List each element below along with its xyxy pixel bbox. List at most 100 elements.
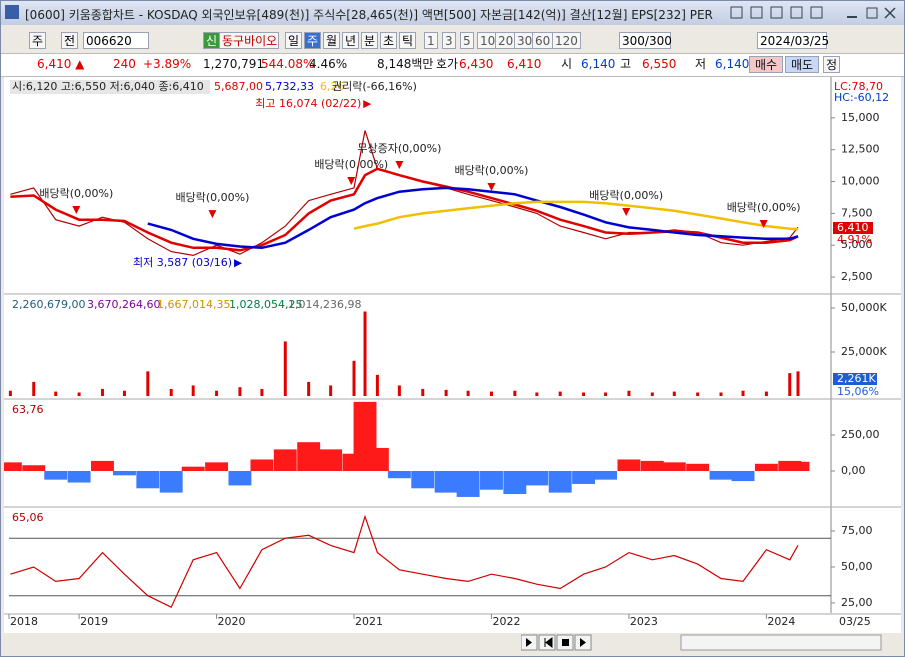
toolbar-item[interactable]: 동구바이오: [219, 32, 279, 49]
x-tick-label: 2021: [355, 615, 383, 628]
bar: [228, 470, 252, 486]
btn-icon[interactable]: [770, 6, 783, 19]
quote-item: +3.89%: [143, 57, 192, 71]
toolbar-item[interactable]: 20: [495, 32, 517, 49]
close[interactable]: [884, 7, 896, 19]
toolbar-item[interactable]: 신: [203, 32, 221, 49]
toolbar-item[interactable]: 60: [532, 32, 554, 49]
bar: [764, 391, 768, 396]
bar: [32, 381, 36, 396]
event-label: 권리락(-66,16%): [332, 80, 417, 93]
current-price: 6,410: [837, 221, 869, 234]
bar: [77, 392, 81, 396]
current-box: [833, 373, 877, 385]
toolbar-item[interactable]: 006620: [83, 32, 149, 49]
toolbar-item[interactable]: 분: [361, 32, 379, 49]
annotation-arrow: [72, 206, 81, 215]
tool-buttons[interactable]: [680, 634, 882, 651]
series-line: [10, 514, 799, 609]
annotation-arrow: [395, 161, 404, 170]
bar: [136, 470, 160, 489]
annotation-arrow: [234, 259, 243, 268]
btn-icon[interactable]: [790, 6, 803, 19]
toolbar-item[interactable]: 월: [323, 32, 341, 49]
panel-header: 63,76: [12, 403, 44, 416]
x-tick-label: 2018: [10, 615, 38, 628]
bar: [365, 447, 389, 471]
toolbar-item[interactable]: 전: [61, 32, 79, 49]
bar: [238, 387, 242, 396]
panel-header: 2,260,679,00: [12, 298, 85, 311]
annotation-arrow: [622, 208, 631, 217]
quote-item: 6,550: [642, 57, 677, 71]
bar: [731, 470, 755, 482]
toolbar-item[interactable]: 초: [380, 32, 398, 49]
series-line: [147, 186, 799, 250]
annotation-arrow: [363, 100, 372, 109]
bar: [672, 391, 676, 396]
bar: [283, 341, 287, 396]
bar: [754, 463, 778, 471]
panel-header: 3,670,264,60: [87, 298, 160, 311]
toolbar-item[interactable]: 주: [29, 32, 47, 49]
btn-icon[interactable]: [810, 6, 823, 19]
maximize[interactable]: [866, 7, 878, 19]
quote-item: 6,410 ▲: [37, 57, 85, 71]
ratio-label: 15,06%: [837, 385, 879, 398]
title-bar: [0600] 키움종합차트 - KOSDAQ 외국인보유[489(천)] 주식수…: [1, 1, 904, 25]
bar: [662, 462, 686, 471]
y-tick-label: 5,000: [841, 238, 873, 251]
btn-icon[interactable]: [750, 6, 763, 19]
bar: [627, 390, 631, 396]
toolbar-item[interactable]: 3: [442, 32, 456, 49]
quote-item[interactable]: 정: [823, 56, 841, 73]
bar: [297, 442, 321, 471]
bar: [215, 390, 219, 396]
window-buttons[interactable]: [729, 5, 901, 21]
toolbar-item[interactable]: 5: [460, 32, 474, 49]
icon: [544, 637, 553, 648]
bar: [525, 470, 549, 486]
bar: [91, 460, 114, 471]
y-tick-label: 50,000K: [841, 301, 887, 314]
btn-icon[interactable]: [730, 6, 743, 19]
toolbar-item[interactable]: 주: [304, 32, 322, 49]
toolbar-item[interactable]: 1: [424, 32, 438, 49]
bar: [741, 390, 745, 396]
bar: [640, 460, 664, 471]
toolbar-item[interactable]: 300/300: [619, 32, 672, 49]
current-price-box: [833, 222, 873, 234]
toolbar-item[interactable]: 2024/03/25: [757, 32, 829, 49]
quote-item[interactable]: 매수: [749, 56, 783, 73]
annotation-arrow: [759, 220, 768, 229]
bar: [260, 388, 264, 396]
toolbar-item[interactable]: 120: [552, 32, 581, 49]
bar: [411, 470, 435, 489]
y-tick-label: 250,00: [841, 428, 880, 441]
quote-item: 시: [561, 57, 573, 71]
bar: [329, 385, 333, 396]
annotation-label: 무상증자(0,00%): [357, 142, 441, 155]
y-tick-label: 50,00: [841, 560, 873, 573]
toolbar-item[interactable]: 년: [342, 32, 360, 49]
bar: [363, 311, 367, 396]
bar: [434, 470, 458, 493]
bar: [489, 391, 493, 396]
y-tick-label: 25,000K: [841, 345, 887, 358]
bar: [4, 462, 22, 471]
toolbar-item[interactable]: 틱: [399, 32, 417, 49]
toolbar: 주 전 006620 신 동구바이오 일 주 월 년 분 초 틱 1 3 5 10 20 30 60 120 300/3…: [1, 30, 904, 52]
lc-label: LC:78,70: [834, 80, 883, 93]
chart-bg: [4, 77, 901, 633]
nav-buttons[interactable]: [521, 634, 901, 652]
bar: [100, 388, 104, 396]
annotation-label: 배당락(0,00%): [727, 201, 801, 214]
bar: [696, 392, 700, 396]
bar: [397, 385, 401, 396]
toolbar-item[interactable]: 일: [285, 32, 303, 49]
window-title: [0600] 키움종합차트 - KOSDAQ 외국인보유[489(천)] 주식수…: [25, 8, 713, 22]
bar: [786, 461, 810, 471]
bar: [604, 392, 608, 396]
quote-item[interactable]: 매도: [785, 56, 819, 73]
